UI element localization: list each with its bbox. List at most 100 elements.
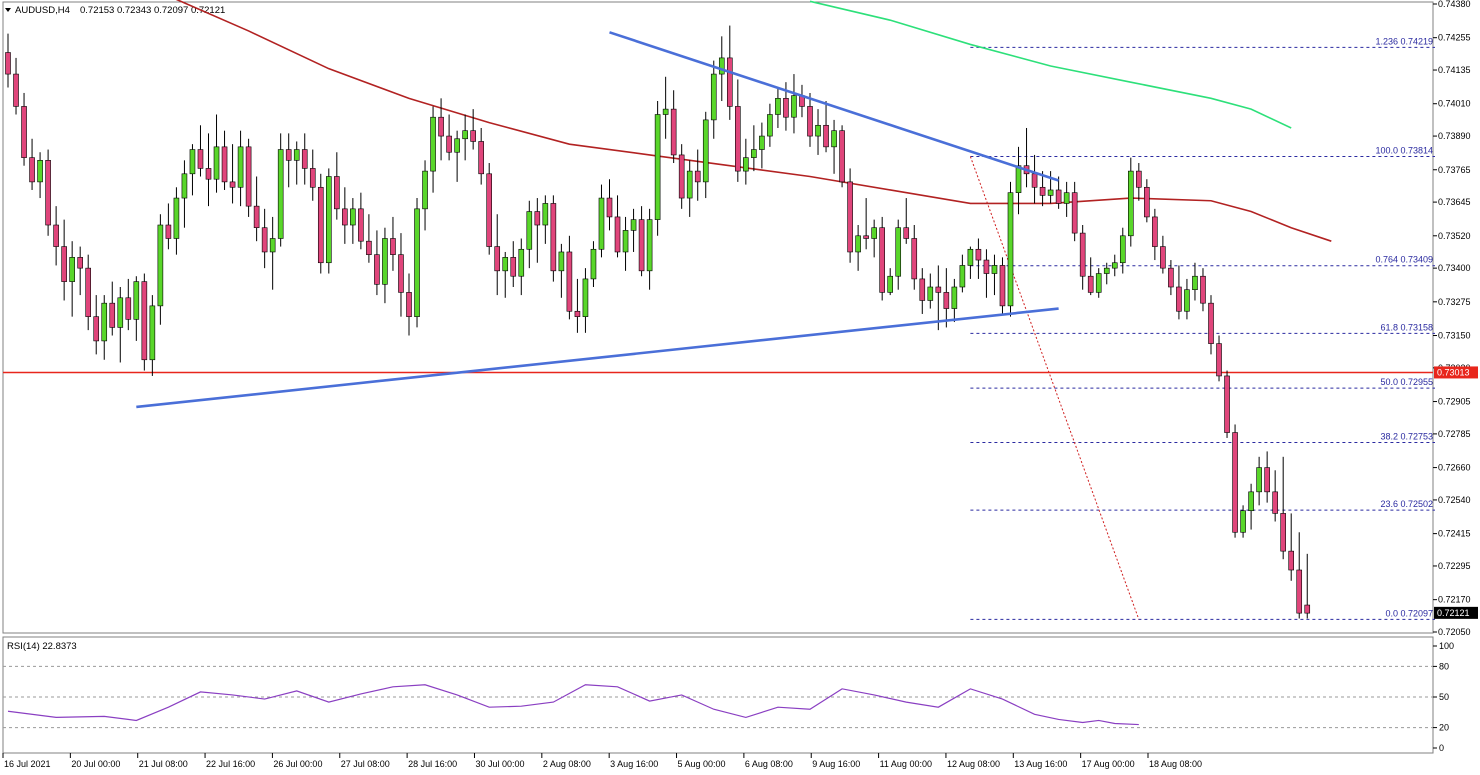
candle-body: [149, 305, 156, 361]
candle-body: [767, 114, 773, 137]
candle-body: [558, 251, 565, 272]
candle-body: [253, 205, 260, 229]
rsi-tick-label: 50: [1439, 692, 1449, 702]
candle: [478, 127, 484, 185]
candle-body: [181, 173, 188, 199]
y-tick-label: 0.74255: [1438, 33, 1471, 43]
rsi-axis: 100 80 50 20 0: [3, 641, 1454, 753]
candle-body: [1063, 192, 1070, 204]
candle-body: [301, 149, 308, 169]
candle: [61, 219, 67, 301]
candle: [1232, 424, 1238, 538]
candle-body: [1071, 192, 1078, 234]
fib-level-label: 23.6 0.72502: [1380, 499, 1433, 509]
x-tick-label: 5 Aug 00:00: [678, 759, 726, 769]
candle-body: [863, 235, 869, 239]
candle-body: [69, 257, 75, 282]
candle: [983, 249, 990, 298]
candle: [430, 106, 436, 193]
candle: [325, 168, 332, 274]
candle-body: [133, 281, 140, 320]
candle: [542, 195, 549, 244]
candle-body: [823, 124, 829, 148]
candle-body: [1248, 491, 1254, 512]
candle: [967, 246, 974, 279]
x-tick-label: 11 Aug 00:00: [880, 759, 932, 769]
candle: [317, 173, 324, 274]
candle-body: [1272, 491, 1278, 514]
candle: [45, 149, 51, 236]
y-tick-label: 0.73890: [1438, 131, 1471, 141]
candle: [21, 92, 27, 166]
y-tick-label: 0.72905: [1438, 397, 1471, 407]
candle-body: [93, 316, 100, 342]
candle: [534, 198, 541, 263]
y-tick-label: 0.72785: [1438, 429, 1471, 439]
candle: [398, 233, 404, 317]
candle: [759, 122, 765, 169]
candle: [1119, 227, 1126, 274]
candle: [847, 168, 853, 263]
candle-body: [430, 116, 436, 172]
candle: [1087, 257, 1094, 296]
candle: [710, 60, 717, 139]
candle-body: [1232, 432, 1238, 533]
candle-body: [317, 186, 324, 264]
trendlines[interactable]: [136, 31, 1060, 409]
candle-body: [221, 146, 228, 183]
candle-body: [759, 135, 765, 150]
candle-body: [358, 208, 364, 242]
candle: [646, 208, 653, 290]
candle-body: [53, 224, 59, 247]
candle: [1304, 553, 1311, 619]
candle: [1031, 154, 1038, 204]
y-tick-label: 0.72540: [1438, 495, 1471, 505]
fib-level-label: 0.764 0.73409: [1375, 255, 1433, 265]
candle: [638, 206, 645, 277]
candle-body: [438, 116, 444, 137]
candle: [686, 160, 693, 217]
candle: [518, 238, 525, 296]
candle: [614, 195, 621, 258]
moving-averages: [175, 0, 1332, 242]
candle: [141, 273, 148, 371]
candle-body: [197, 149, 204, 169]
candle-body: [598, 197, 605, 250]
candle: [1071, 181, 1078, 242]
candle-body: [582, 278, 589, 317]
candle: [1111, 254, 1118, 277]
candle-body: [542, 203, 549, 226]
fib-level-label: 1.236 0.74219: [1375, 36, 1433, 46]
candle-body: [895, 227, 902, 277]
menu-triangle-icon[interactable]: [5, 8, 11, 12]
main-plot-frame: [2, 1, 1434, 634]
candle-body: [406, 292, 412, 317]
fibonacci-retracement[interactable]: 1.236 0.74219 100.0 0.73814 0.764 0.73409 6…: [969, 36, 1435, 620]
candle: [510, 241, 517, 288]
candle: [1184, 278, 1190, 320]
candle: [670, 90, 677, 164]
candle-body: [117, 297, 124, 328]
candle: [743, 138, 749, 185]
candle: [133, 276, 140, 341]
candle-body: [462, 130, 468, 140]
x-tick-label: 27 Jul 08:00: [341, 759, 390, 769]
candle: [1176, 265, 1182, 320]
candle-body: [1152, 216, 1158, 247]
y-tick-label: 0.73275: [1438, 297, 1471, 307]
x-tick-label: 20 Jul 00:00: [71, 759, 120, 769]
x-tick-label: 6 Aug 08:00: [745, 759, 793, 769]
candle-body: [702, 119, 709, 183]
candle-body: [390, 238, 396, 255]
candle-body: [422, 170, 428, 210]
candle: [149, 295, 156, 376]
candle-body: [61, 246, 67, 282]
candle-body: [1168, 267, 1174, 288]
candle-body: [1192, 275, 1198, 290]
candle-body: [1144, 186, 1150, 218]
candle-body: [325, 176, 332, 264]
x-tick-label: 13 Aug 16:00: [1014, 759, 1067, 769]
candle: [1023, 127, 1030, 188]
candle-body: [173, 197, 180, 239]
